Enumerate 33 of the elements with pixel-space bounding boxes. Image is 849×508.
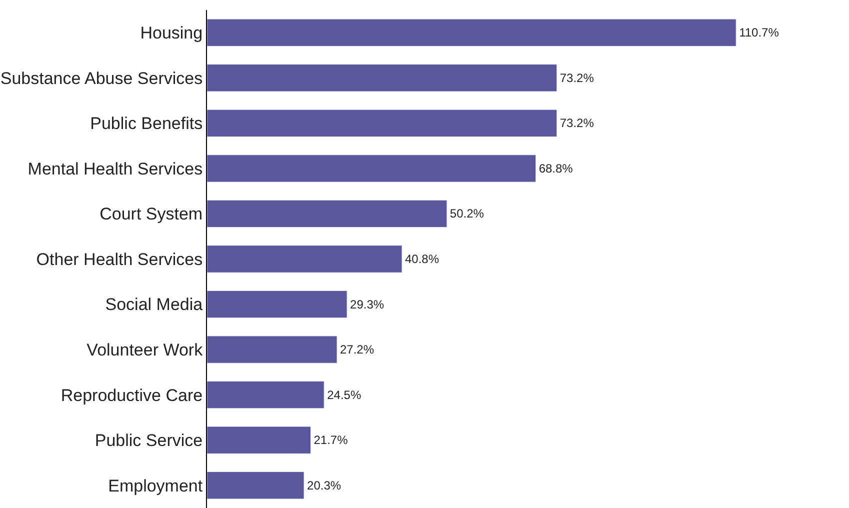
y-tick-label: Other Health Services [36,250,203,269]
data-label: 110.7% [739,26,780,40]
data-label: 20.3% [307,478,342,492]
y-tick-label: Court System [100,204,203,224]
y-tick-label: Public Service [94,431,203,450]
bar [207,336,338,364]
bar [207,18,736,46]
bar [207,426,311,454]
y-tick-label: Employment [108,476,203,496]
data-label: 21.7% [314,433,348,448]
data-label: 29.3% [350,297,384,312]
data-label: 50.2% [450,206,484,221]
bar [207,64,558,92]
bar [207,472,304,500]
bar [207,200,448,228]
y-tick-label: Volunteer Work [86,340,204,360]
data-label: 24.5% [327,388,362,402]
y-tick-label: Substance Abuse Services [0,68,203,88]
data-label: 40.8% [405,252,440,266]
bar [207,290,348,318]
data-label: 73.2% [560,116,594,130]
y-tick-label: Housing [140,24,203,43]
data-label: 68.8% [538,161,574,176]
bar [207,380,324,409]
data-label: 27.2% [340,342,374,357]
y-tick-label: Social Media [105,295,204,314]
bar [207,109,558,138]
y-tick-label: Mental Health Services [28,159,203,178]
bar [207,245,402,273]
bar [207,154,536,182]
y-tick-label: Reproductive Care [60,386,203,405]
data-label: 73.2% [560,70,594,85]
y-tick-label: Public Benefits [90,114,203,134]
